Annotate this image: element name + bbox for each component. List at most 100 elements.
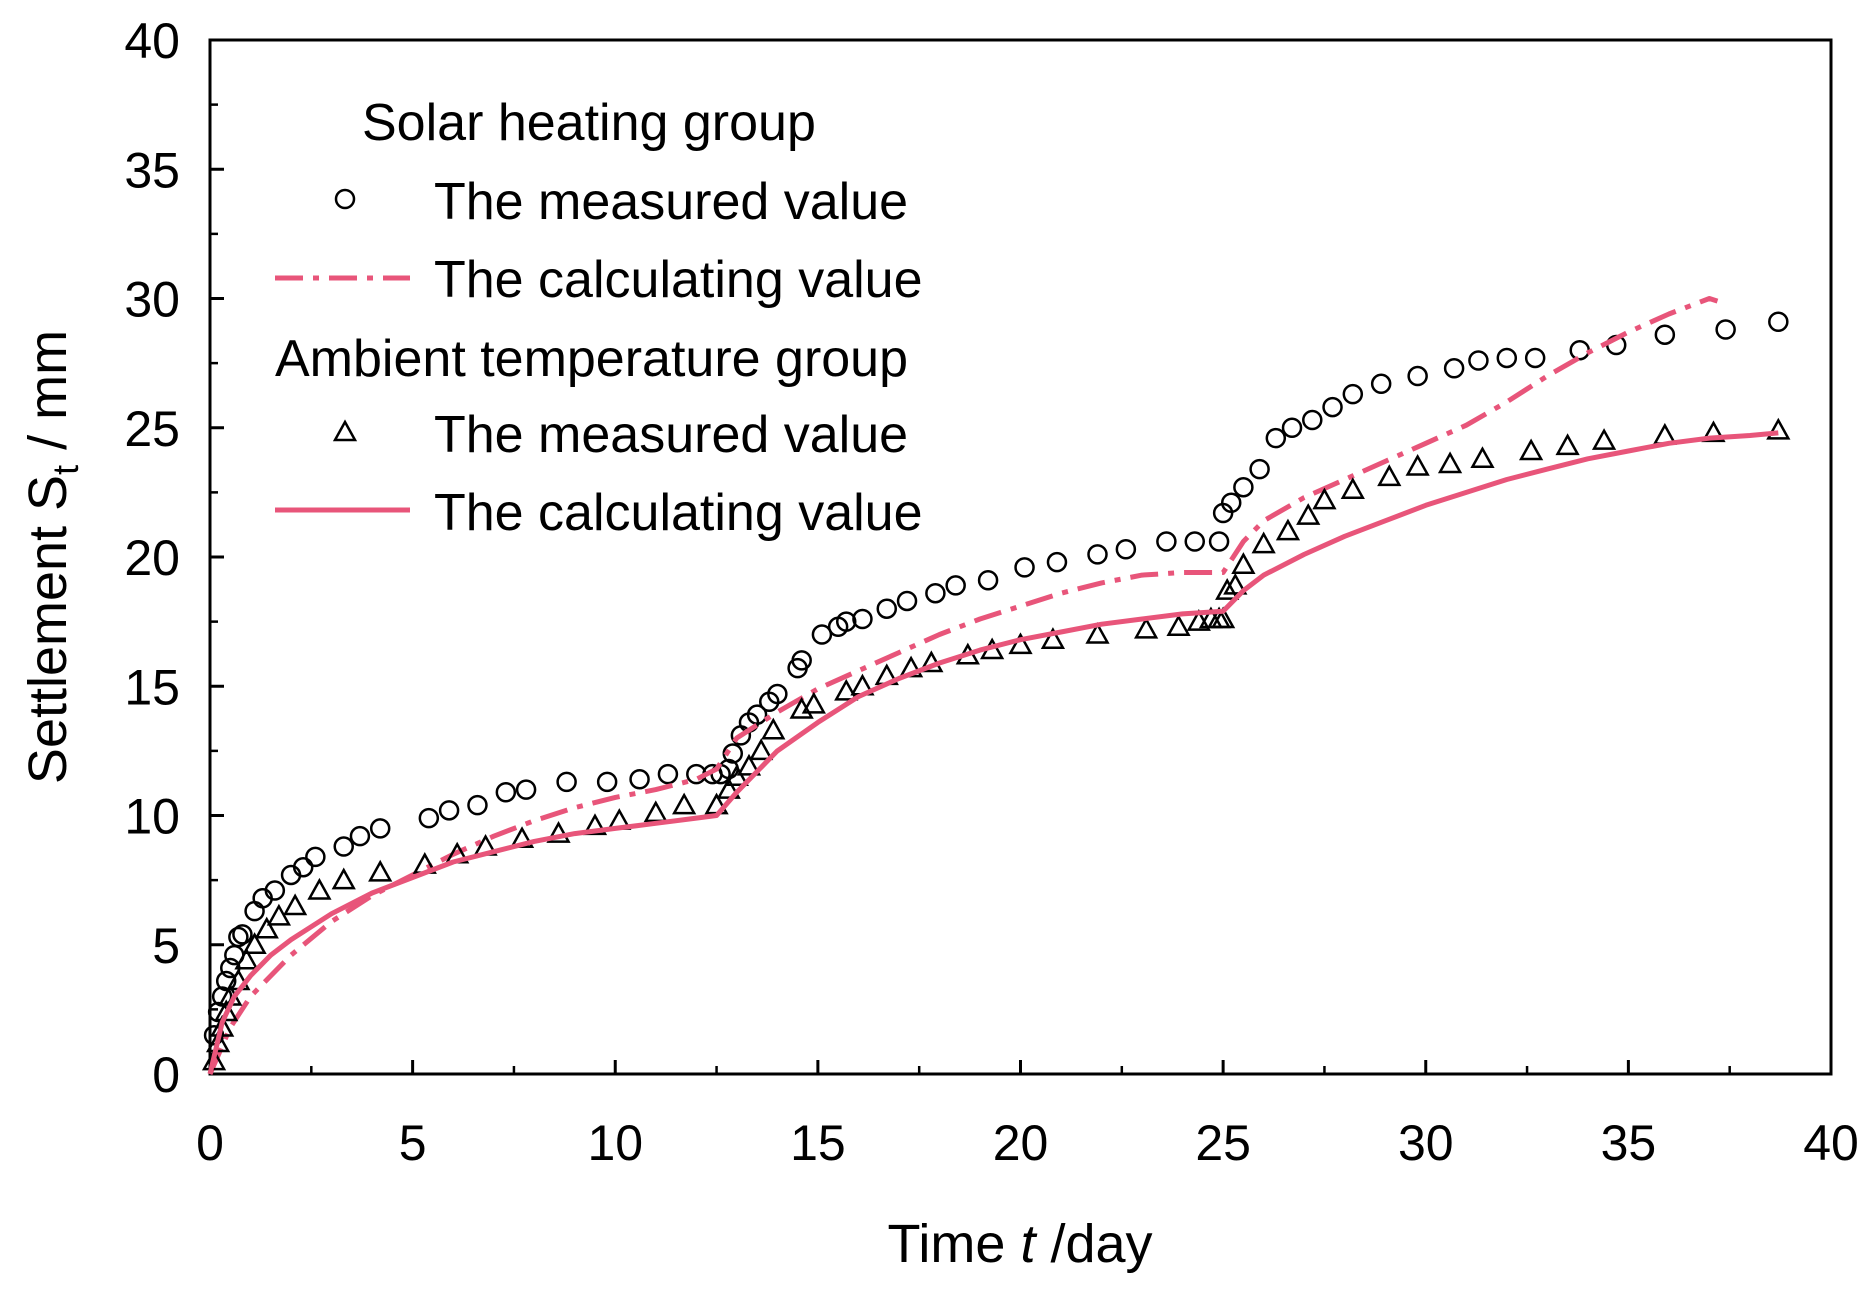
data-point-triangle (1766, 417, 1791, 440)
data-point-triangle (368, 859, 393, 882)
legend-circle-marker (334, 188, 356, 210)
data-point-circle (811, 624, 833, 645)
x-tick-label: 0 (196, 1115, 224, 1171)
data-point-circle (264, 880, 286, 901)
x-axis-title-suffix: /day (1035, 1214, 1152, 1274)
data-point-triangle (546, 821, 571, 843)
x-tick-label: 10 (587, 1115, 643, 1171)
data-point-circle (925, 582, 946, 604)
data-point-triangle (761, 717, 786, 740)
data-point-triangle (1591, 428, 1617, 450)
data-point-circle (1233, 476, 1254, 498)
y-tick-label: 20 (124, 530, 180, 586)
y-tick-label: 35 (124, 142, 180, 198)
x-tick-label: 35 (1601, 1115, 1657, 1171)
x-tick-label: 5 (399, 1115, 427, 1171)
legend-solar-measured: The measured value (434, 173, 908, 231)
data-point-circle (369, 818, 391, 839)
y-axis-title: Settlement St / mm (18, 330, 86, 784)
data-point-circle (1046, 551, 1068, 573)
data-point-circle (1322, 396, 1343, 418)
data-point-triangle (1231, 552, 1256, 575)
series-1-1 (207, 430, 1779, 1075)
x-tick-label: 40 (1803, 1115, 1859, 1171)
data-point-triangle (214, 999, 239, 1022)
axis-ticks: 0 5 10 15 20 25 30 35 40 0 5 10 15 20 25 30 35 40 (124, 13, 1858, 1171)
data-point-circle (438, 800, 460, 821)
y-tick-label: 10 (124, 789, 180, 845)
data-point-circle (1370, 373, 1392, 395)
calculated-line (207, 430, 1779, 1075)
y-tick-label: 40 (124, 13, 180, 69)
data-point-triangle (724, 764, 749, 786)
data-point-circle (333, 836, 354, 857)
data-point-triangle (736, 753, 762, 776)
data-point-circle (1184, 531, 1206, 552)
data-point-triangle (1555, 433, 1580, 456)
data-point-triangle (1211, 606, 1236, 629)
data-point-circle (629, 769, 650, 790)
y-axis-title-prefix: Settlement (18, 511, 78, 784)
data-point-triangle (1008, 632, 1033, 655)
data-point-triangle (716, 777, 741, 799)
y-tick-label: 30 (124, 272, 180, 328)
y-tick-label: 5 (152, 918, 180, 974)
data-point-circle (1265, 427, 1287, 449)
legend-solar-calculated: The calculating value (434, 251, 923, 309)
data-point-circle (896, 590, 918, 612)
legend-group-solar: Solar heating group (362, 94, 816, 152)
data-point-triangle (1437, 451, 1463, 474)
data-point-triangle (254, 916, 279, 939)
data-point-circle (495, 781, 517, 803)
data-point-circle (1468, 350, 1489, 371)
data-point-circle (215, 970, 237, 992)
data-point-circle (1220, 492, 1242, 513)
data-point-triangle (242, 932, 267, 954)
data-point-triangle (1223, 572, 1248, 595)
data-point-circle (1569, 339, 1590, 361)
data-point-triangle (643, 800, 668, 823)
data-point-circle (791, 650, 812, 671)
data-point-circle (1208, 531, 1230, 552)
data-point-circle (977, 570, 999, 591)
x-tick-label: 15 (790, 1115, 846, 1171)
data-point-circle (945, 575, 966, 596)
data-point-circle (556, 771, 577, 793)
y-axis-title-suffix: / mm (18, 330, 78, 465)
data-point-triangle (1251, 531, 1276, 554)
data-point-triangle (1296, 503, 1321, 525)
series-0-1 (207, 296, 1719, 1076)
series-layer (201, 296, 1791, 1076)
data-point-triangle (834, 678, 859, 701)
data-point-triangle (282, 893, 308, 916)
data-point-triangle (1275, 518, 1301, 541)
data-point-circle (1115, 538, 1137, 560)
x-axis-title-prefix: Time (887, 1214, 1020, 1274)
data-point-circle (767, 683, 788, 705)
calculated-line (207, 296, 1719, 1076)
data-point-triangle (1085, 621, 1110, 644)
data-point-triangle (1377, 464, 1402, 487)
data-point-circle (244, 900, 265, 922)
x-tick-label: 25 (1195, 1115, 1251, 1171)
data-point-triangle (749, 738, 774, 761)
data-point-circle (746, 704, 768, 725)
data-point-triangle (201, 1048, 227, 1071)
legend-group-ambient: Ambient temperature group (275, 330, 908, 388)
data-point-circle (1496, 347, 1518, 369)
data-point-circle (1014, 557, 1035, 578)
data-point-triangle (1040, 627, 1066, 649)
y-tick-label: 25 (124, 401, 180, 457)
data-point-triangle (307, 877, 332, 900)
legend: Solar heating group The measured value T… (275, 94, 923, 542)
data-point-circle (1281, 417, 1303, 438)
data-point-triangle (210, 1014, 235, 1037)
data-point-circle (1302, 409, 1323, 431)
data-point-triangle (1701, 420, 1726, 443)
data-point-triangle (672, 792, 697, 815)
data-point-circle (1156, 531, 1177, 552)
data-point-circle (852, 608, 873, 630)
data-point-triangle (582, 813, 608, 836)
data-point-circle (835, 611, 857, 632)
